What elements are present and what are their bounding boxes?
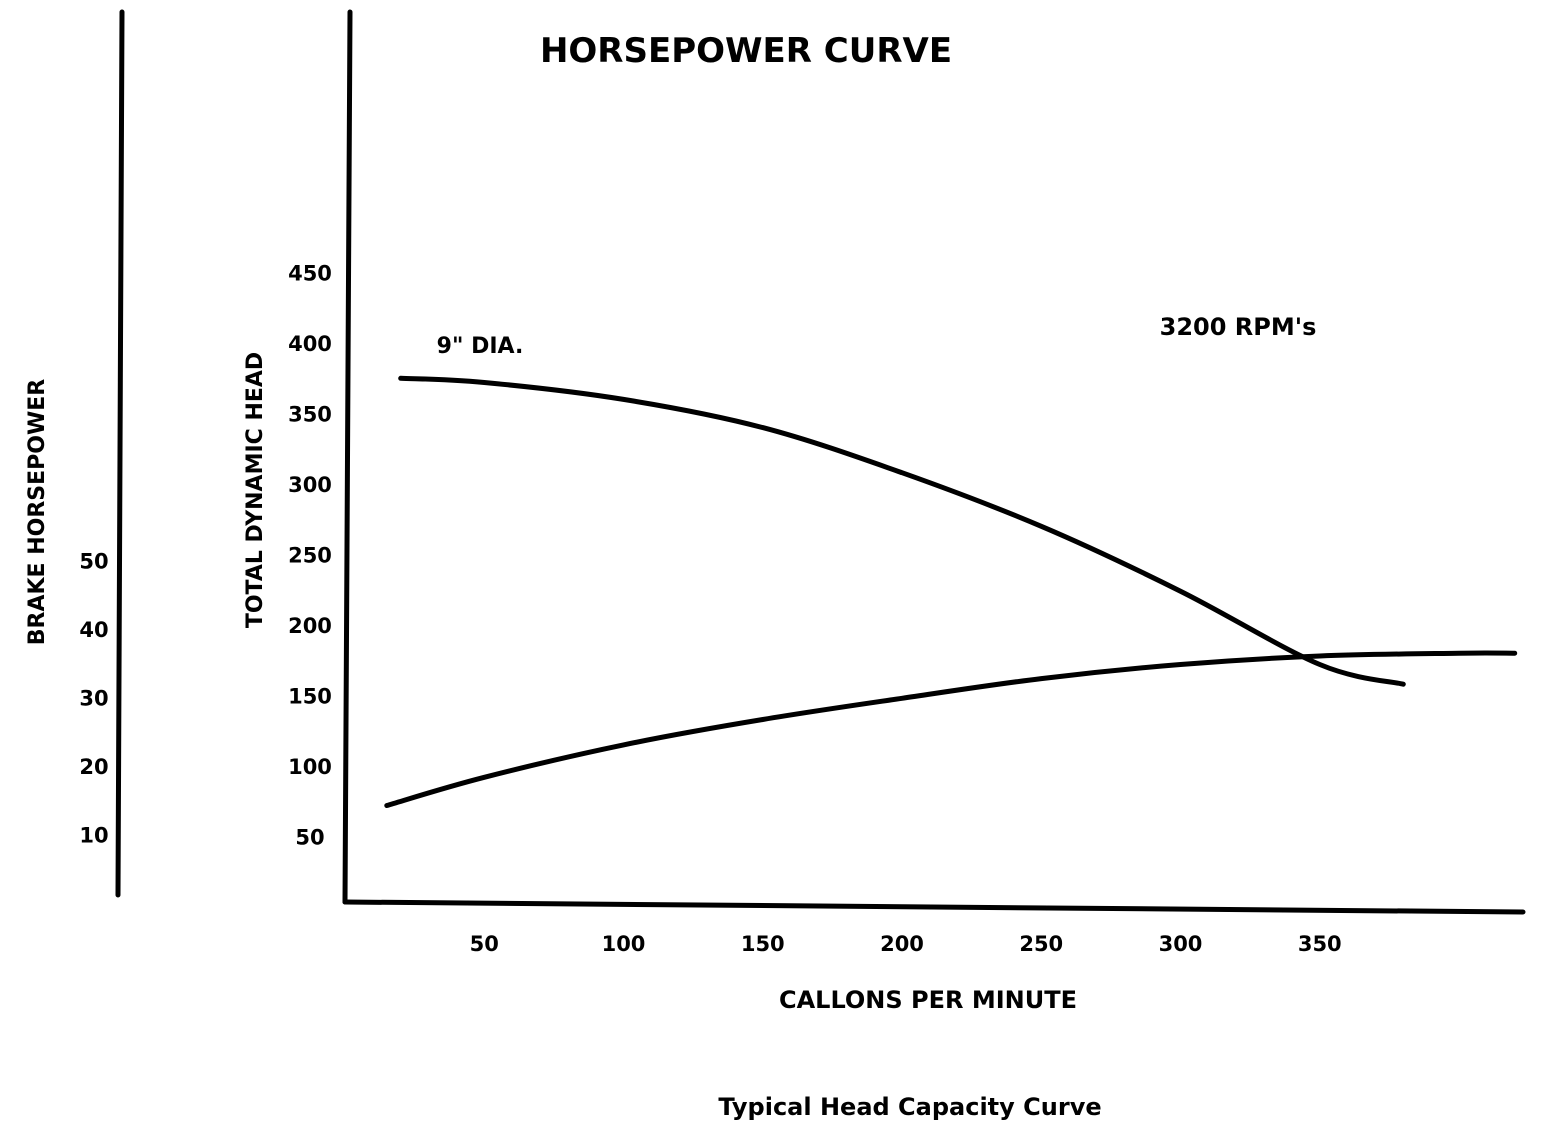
y-tick-label: 400 <box>288 332 332 356</box>
y-tick-label: 150 <box>288 685 332 709</box>
y2-tick-label: 10 <box>79 824 108 848</box>
x-axis-line <box>342 899 1526 915</box>
x-tick-label: 50 <box>470 932 499 956</box>
brake-horsepower-curve <box>384 650 1518 808</box>
head-capacity-curve <box>398 375 1406 687</box>
y-tick-label: 100 <box>288 755 332 779</box>
y2-tick-label: 40 <box>79 618 108 642</box>
x-tick-label: 200 <box>880 932 924 956</box>
x-tick-label: 300 <box>1159 932 1203 956</box>
x-tick-label: 250 <box>1019 932 1063 956</box>
rpm-annotation: 3200 RPM's <box>1160 313 1317 341</box>
y-tick-label: 300 <box>288 473 332 497</box>
y2-axis-label: BRAKE HORSEPOWER <box>25 379 50 646</box>
y-tick-label: 50 <box>295 826 324 850</box>
x-tick-label: 150 <box>741 932 785 956</box>
chart-title: HORSEPOWER CURVE <box>540 31 952 71</box>
y-tick-label: 350 <box>288 403 332 427</box>
x-tick-label: 100 <box>602 932 646 956</box>
y-axis-line <box>342 9 353 905</box>
x-axis-label: CALLONS PER MINUTE <box>779 986 1077 1014</box>
y2-tick-label: 30 <box>79 687 108 711</box>
series-label-9-dia: 9" DIA. <box>437 334 524 359</box>
y2-tick-label: 20 <box>79 755 108 779</box>
y-tick-label: 200 <box>288 614 332 638</box>
figure-caption: Typical Head Capacity Curve <box>718 1093 1101 1121</box>
y2-tick-label: 50 <box>79 550 108 574</box>
y-tick-labels: 50 100 150 200 250 300 350 400 450 <box>288 262 332 850</box>
y-tick-label: 450 <box>288 262 332 286</box>
x-tick-labels: 50 100 150 200 250 300 350 <box>470 932 1342 956</box>
y-axis-label: TOTAL DYNAMIC HEAD <box>243 352 268 628</box>
y2-axis-line <box>115 9 125 898</box>
series-lines <box>384 375 1518 808</box>
y2-tick-labels: 10 20 30 40 50 <box>79 550 108 848</box>
y-tick-label: 250 <box>288 544 332 568</box>
x-tick-label: 350 <box>1298 932 1342 956</box>
